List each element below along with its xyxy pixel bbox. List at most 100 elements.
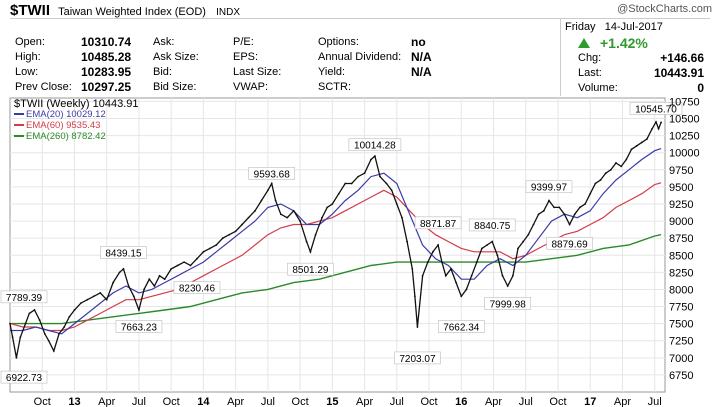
price-point: [63, 326, 66, 328]
annotation-label: 8879.69: [552, 239, 589, 250]
price-point: [594, 182, 597, 185]
annotation-box: [248, 167, 296, 180]
high-label: High:: [15, 51, 41, 63]
price-point: [390, 189, 393, 192]
price-point: [363, 172, 366, 175]
price-point: [326, 206, 329, 209]
annotation-box: [394, 351, 441, 365]
price-point: [373, 155, 376, 158]
price-point: [395, 203, 398, 205]
price-point: [553, 206, 556, 209]
price-point: [132, 295, 135, 298]
price-point: [350, 182, 353, 185]
price-point: [163, 278, 166, 281]
price-point: [183, 261, 185, 263]
x-tick-label: Apr: [227, 396, 244, 407]
price-point: [481, 247, 483, 250]
price-point: [99, 291, 102, 294]
price-point: [465, 288, 468, 291]
x-tick-label: 14: [197, 396, 210, 407]
price-point: [455, 281, 458, 284]
x-tick-label: Apr: [98, 396, 115, 407]
chart-annotations: 6922.73 7789.39 8439.15 7663.23 8230.46 9593.…: [0, 102, 683, 384]
price-point: [260, 199, 263, 202]
price-point: [579, 206, 581, 209]
price-point: [314, 233, 317, 236]
symbol: $TWII: [10, 2, 50, 19]
price-line: [9, 120, 662, 358]
y-tick-label: 8500: [669, 250, 693, 262]
annotation-label: 8230.46: [179, 284, 216, 295]
x-tick-label: Apr: [614, 396, 631, 407]
price-point: [170, 268, 173, 270]
price-point: [496, 254, 499, 257]
price-point: [657, 127, 660, 130]
chart-series: [9, 120, 663, 359]
last-label: Last:: [578, 67, 602, 79]
price-point: [609, 168, 612, 171]
annotation-box: [629, 102, 683, 115]
annotation-label: 8501.29: [292, 265, 329, 276]
price-point: [270, 182, 273, 185]
price-point: [563, 213, 566, 216]
legend-label: EMA(260) 8782.42: [26, 131, 106, 142]
price-point: [491, 240, 494, 243]
annotation-label: 7789.39: [6, 293, 43, 304]
price-point: [604, 172, 607, 175]
low-label: Low:: [15, 66, 39, 78]
price-point: [426, 261, 429, 263]
price-point: [584, 203, 586, 205]
high-value: 10485.28: [81, 50, 132, 64]
annotation-label: 8871.87: [420, 219, 457, 230]
price-point: [266, 189, 269, 192]
sctr-label: SCTR:: [318, 81, 351, 93]
vwap-label: VWAP:: [233, 81, 269, 93]
price-point: [158, 274, 161, 277]
legend-label: EMA(20) 10029.12: [26, 109, 106, 120]
price-point: [299, 220, 302, 222]
annotation-label: 9399.97: [531, 183, 568, 194]
price-point: [630, 148, 633, 151]
header-divider-vertical: [560, 18, 561, 96]
watermark: @StockCharts.com: [617, 3, 712, 15]
price-point: [548, 199, 550, 202]
price-point: [620, 165, 623, 168]
chart-axes: 6750 7000 7250 7500 7750 8000 8250 8500 8750 9000…: [34, 96, 700, 407]
x-tick-label: 15: [326, 396, 338, 407]
price-point: [24, 322, 27, 325]
price-point: [401, 216, 403, 219]
price-point: [254, 209, 256, 212]
price-point: [527, 233, 530, 236]
annotation-box: [0, 290, 48, 304]
y-tick-label: 6750: [669, 370, 693, 382]
pe-label: P/E:: [233, 36, 254, 48]
ask-size-label: Ask Size:: [153, 51, 199, 63]
exchange: INDX: [216, 7, 241, 18]
price-point: [558, 206, 561, 209]
annotation-box: [546, 236, 593, 250]
price-point: [337, 192, 340, 195]
x-tick-label: Oct: [420, 396, 437, 407]
low-value: 10283.95: [81, 65, 132, 79]
price-point: [615, 162, 617, 164]
price-point: [105, 298, 108, 301]
index-name: Taiwan Weighted Index (EOD): [58, 6, 206, 18]
quote-day: Friday: [565, 21, 596, 33]
annotation-label: 7999.98: [490, 299, 527, 310]
volume-value: 0: [697, 81, 704, 95]
x-tick-label: Oct: [292, 396, 309, 407]
annotation-box: [414, 216, 462, 230]
price-point: [411, 268, 414, 270]
ask-label: Ask:: [153, 36, 175, 48]
price-point: [38, 319, 41, 322]
price-point: [501, 274, 504, 277]
annotation-box: [437, 320, 485, 333]
price-point: [651, 127, 654, 130]
price-point: [247, 216, 250, 219]
price-point: [9, 322, 11, 325]
price-point: [202, 250, 205, 253]
price-point: [122, 268, 125, 270]
price-point: [441, 261, 443, 263]
price-point: [221, 237, 224, 240]
change-percent-value: +1.42%: [600, 35, 648, 51]
